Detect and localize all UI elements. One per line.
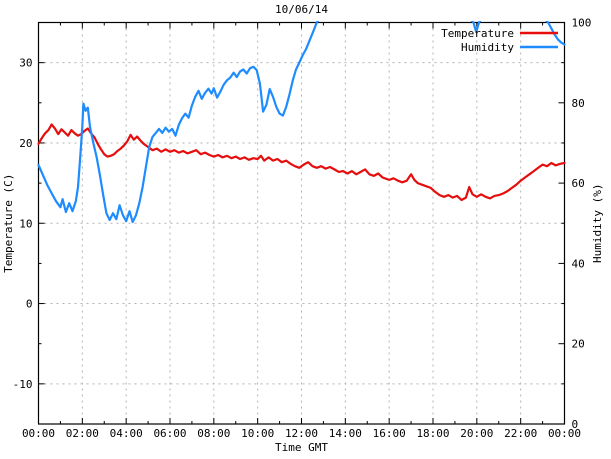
series-group bbox=[37, 21, 566, 224]
x-tick-label: 12:00 bbox=[285, 427, 318, 440]
x-axis-label: Time GMT bbox=[275, 441, 328, 454]
x-tick-label: 00:00 bbox=[22, 427, 55, 440]
x-tick-label: 02:00 bbox=[66, 427, 99, 440]
plot-border bbox=[37, 21, 566, 425]
left-tick-label: 20 bbox=[19, 137, 32, 150]
legend-label: Humidity bbox=[461, 41, 514, 54]
temperature-line bbox=[37, 123, 566, 202]
left-tick-label: -10 bbox=[13, 378, 33, 391]
right-tick-label: 60 bbox=[572, 177, 585, 190]
right-tick-label: 100 bbox=[572, 17, 592, 30]
legend-entry-temperature: Temperature bbox=[441, 27, 558, 40]
left-tick-label: 10 bbox=[19, 217, 32, 230]
left-y-axis-label: Temperature (C) bbox=[2, 174, 15, 273]
x-tick-label: 16:00 bbox=[373, 427, 406, 440]
chart-title: 10/06/14 bbox=[275, 3, 328, 16]
legend-entry-humidity: Humidity bbox=[461, 41, 558, 54]
x-tick-label: 08:00 bbox=[197, 427, 230, 440]
x-tick-label: 04:00 bbox=[110, 427, 143, 440]
x-tick-label: 00:00 bbox=[548, 427, 581, 440]
x-tick-label: 14:00 bbox=[329, 427, 362, 440]
x-tick-label: 06:00 bbox=[153, 427, 186, 440]
legend-label: Temperature bbox=[441, 27, 514, 40]
left-tick-label: 30 bbox=[19, 57, 32, 70]
x-tick-label: 18:00 bbox=[416, 427, 449, 440]
right-tick-label: 20 bbox=[572, 338, 585, 351]
x-tick-label: 22:00 bbox=[504, 427, 537, 440]
x-tick-label: 20:00 bbox=[460, 427, 493, 440]
left-tick-label: 0 bbox=[26, 298, 33, 311]
right-y-axis-label: Humidity (%) bbox=[591, 184, 604, 263]
right-tick-label: 0 bbox=[572, 418, 579, 431]
right-tick-label: 40 bbox=[572, 257, 585, 270]
axis-tick-labels: 00:00 02:00 04:00 06:00 08:00 10:00 12:00 14:00… bbox=[13, 17, 592, 441]
right-tick-label: 80 bbox=[572, 97, 585, 110]
humidity-line bbox=[37, 21, 566, 224]
x-tick-label: 10:00 bbox=[241, 427, 274, 440]
gridlines bbox=[38, 22, 565, 424]
